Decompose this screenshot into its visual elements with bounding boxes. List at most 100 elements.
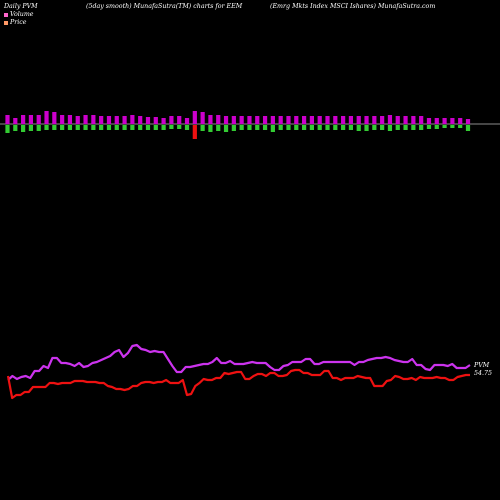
volume-bar-up: [325, 116, 330, 124]
legend-volume-label: Volume: [10, 11, 34, 18]
volume-bar-down: [208, 125, 213, 132]
volume-bar-up: [28, 115, 34, 124]
volume-bar-down: [223, 125, 229, 132]
volume-bar-up: [13, 118, 18, 124]
volume-bar-up: [83, 115, 88, 124]
volume-bar-down: [114, 125, 119, 130]
volume-bar-up: [161, 118, 166, 124]
volume-bar-up: [177, 116, 182, 124]
volume-bar-down: [44, 125, 49, 130]
volume-bar-up: [450, 118, 455, 124]
chart-title-middle: (5day smooth) MunafaSutra(TM) charts for…: [86, 3, 243, 10]
volume-bar-down: [192, 125, 197, 139]
volume-bar-down: [395, 125, 400, 130]
volume-bar-down: [67, 125, 73, 130]
volume-bar-up: [356, 116, 361, 124]
volume-bar-up: [262, 116, 268, 124]
volume-bar-down: [465, 125, 471, 131]
volume-bar-up: [294, 116, 299, 124]
volume-bar-down: [138, 125, 143, 130]
volume-bar-down: [301, 125, 307, 130]
volume-bar-down: [317, 125, 322, 130]
volume-bar-up: [169, 116, 174, 124]
volume-bar-up: [153, 117, 158, 124]
volume-bar-up: [387, 115, 393, 124]
volume-bar-up: [465, 119, 471, 124]
volume-bar-up: [301, 116, 307, 124]
pvm-end-label: PVM: [473, 362, 490, 369]
volume-bar-down: [36, 125, 41, 131]
volume-bar-up: [426, 118, 432, 124]
volume-bar-down: [21, 125, 26, 132]
volume-bar-down: [286, 125, 291, 130]
pvm-end-value: 54.75: [474, 370, 492, 377]
volume-bar-down: [364, 125, 369, 131]
volume-bar-up: [138, 116, 143, 124]
volume-bar-up: [317, 116, 322, 124]
volume-bar-up: [247, 116, 252, 124]
volume-bar-down: [28, 125, 34, 131]
volume-bar-up: [309, 116, 314, 124]
volume-bar-up: [60, 115, 65, 124]
volume-bar-up: [372, 116, 377, 124]
volume-bar-down: [5, 125, 10, 133]
volume-bar-up: [106, 116, 112, 124]
volume-bar-up: [286, 116, 291, 124]
volume-bar-down: [442, 125, 447, 128]
volume-bar-up: [411, 116, 416, 124]
legend-volume: Volume: [4, 11, 34, 18]
volume-bar-down: [411, 125, 416, 130]
volume-bar-down: [325, 125, 330, 130]
volume-bar-down: [278, 125, 283, 130]
volume-bar-up: [341, 116, 346, 124]
volume-bar-down: [458, 125, 463, 128]
volume-bar-up: [395, 116, 400, 124]
volume-bar-down: [372, 125, 377, 130]
volume-bar-up: [231, 116, 236, 124]
volume-bar-up: [239, 116, 244, 124]
volume-bar-down: [184, 125, 190, 130]
volume-bars: [5, 111, 471, 139]
volume-bar-up: [278, 116, 283, 124]
volume-bar-down: [403, 125, 408, 130]
volume-bar-down: [106, 125, 112, 130]
volume-bar-down: [247, 125, 252, 130]
volume-bar-down: [75, 125, 80, 130]
volume-bar-up: [208, 115, 213, 124]
volume-bar-down: [52, 125, 57, 130]
volume-bar-up: [333, 116, 338, 124]
volume-bar-up: [192, 111, 197, 124]
volume-bar-down: [13, 125, 18, 131]
volume-bar-down: [200, 125, 205, 131]
volume-bar-up: [442, 118, 447, 124]
volume-bar-down: [356, 125, 361, 131]
volume-bar-down: [262, 125, 268, 130]
volume-bar-down: [294, 125, 299, 130]
volume-bar-up: [91, 115, 96, 124]
volume-bar-up: [122, 116, 127, 124]
volume-bar-up: [44, 111, 49, 124]
price-line: [6, 368, 470, 400]
chart-title-right: (Emrg Mkts Index MSCI Ishares) MunafaSut…: [270, 3, 436, 10]
legend-price-swatch: [4, 20, 8, 25]
volume-bar-down: [216, 125, 221, 131]
volume-bar-up: [130, 115, 135, 124]
volume-bar-down: [270, 125, 275, 132]
volume-bar-down: [161, 125, 166, 130]
volume-bar-down: [122, 125, 127, 130]
volume-bar-down: [169, 125, 174, 129]
volume-bar-down: [239, 125, 244, 130]
volume-bar-down: [426, 125, 432, 129]
volume-bar-down: [153, 125, 158, 130]
volume-bar-down: [341, 125, 346, 130]
volume-bar-down: [60, 125, 65, 130]
volume-bar-up: [364, 116, 369, 124]
volume-bar-down: [83, 125, 88, 130]
volume-bar-up: [67, 115, 73, 124]
volume-bar-up: [419, 116, 424, 124]
chart-title-left: Daily PVM: [4, 3, 38, 10]
volume-bar-up: [403, 116, 408, 124]
volume-bar-down: [434, 125, 439, 129]
volume-bar-up: [145, 117, 151, 124]
volume-bar-down: [450, 125, 455, 128]
